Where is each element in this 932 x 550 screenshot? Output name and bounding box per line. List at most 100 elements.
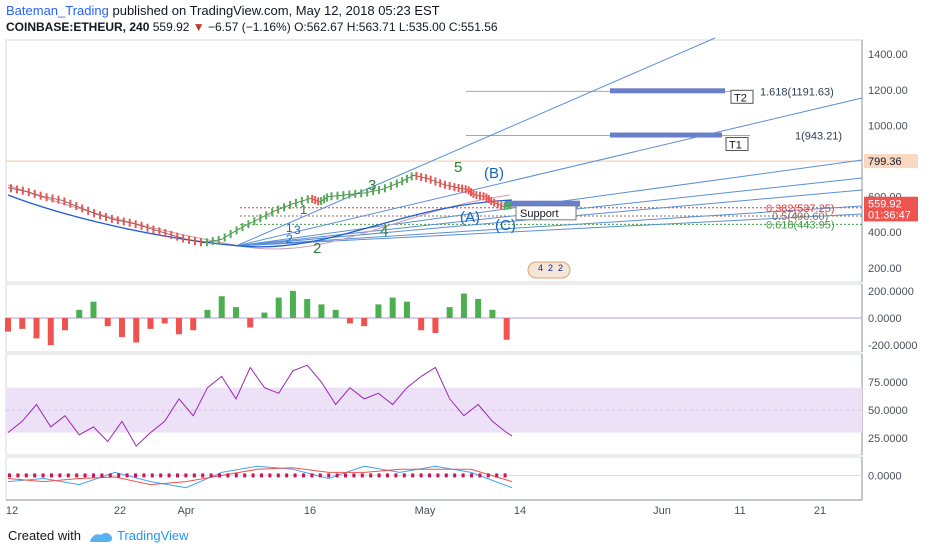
chart-canvas[interactable]: 12 22 Apr 16 May 14 Jun 11 211400.001200.001000.…	[0, 0, 932, 522]
histogram-bar	[261, 312, 268, 318]
price-candle	[320, 197, 323, 206]
price-candle	[490, 197, 493, 206]
oscillator-bar	[209, 473, 213, 478]
price-candle	[205, 238, 208, 247]
price-candle	[93, 209, 96, 218]
y-tick-label: 25.0000	[868, 433, 908, 445]
price-candle	[475, 191, 478, 200]
price-candle	[424, 174, 427, 183]
wave-label: 1	[286, 221, 293, 235]
histogram-bar	[275, 297, 282, 318]
target-label: T1	[729, 140, 742, 152]
time-tick-label: 14	[514, 505, 526, 517]
price-label: 01:36:47	[868, 209, 911, 221]
wave-label: 3	[294, 223, 301, 237]
price-candle	[401, 177, 404, 186]
histogram-bar	[61, 318, 68, 331]
price-candle	[182, 234, 185, 243]
histogram-bar	[289, 290, 296, 318]
histogram-bar	[403, 301, 410, 318]
wave-label: (A)	[460, 209, 480, 226]
histogram-bar	[232, 307, 239, 318]
oscillator-bar	[369, 473, 373, 478]
histogram-bar	[19, 318, 26, 329]
price-candle	[247, 220, 250, 229]
price-change: −6.57 (−1.16%)	[208, 20, 291, 34]
histogram-bar	[389, 297, 396, 318]
tradingview-brand[interactable]: TradingView	[117, 528, 189, 543]
price-candle	[9, 184, 12, 193]
oscillator-line	[7, 465, 513, 489]
price-candle	[464, 185, 467, 194]
oscillator-bar	[386, 473, 389, 478]
price-candle	[110, 214, 113, 223]
histogram-bar	[375, 304, 382, 318]
oscillator-bar	[260, 473, 263, 478]
oscillator-bar	[24, 473, 28, 478]
price-candle	[457, 183, 460, 192]
y-tick-label: 1200.00	[868, 85, 908, 97]
price-candle	[439, 179, 442, 188]
badge-number: 4	[538, 263, 543, 273]
price-candle	[51, 194, 54, 203]
price-candle	[311, 194, 314, 203]
price-candle	[158, 227, 161, 236]
y-tick-label: 1000.00	[868, 120, 908, 132]
price-candle	[170, 230, 173, 239]
price-candle	[193, 237, 196, 246]
histogram-bar	[147, 318, 154, 329]
badge-number: 2	[548, 263, 553, 273]
oscillator-bar	[142, 473, 146, 478]
oscillator-bar	[201, 473, 205, 478]
oscillator-bar	[436, 473, 440, 478]
price-label-bg	[864, 207, 918, 222]
price-candle	[15, 185, 18, 194]
histogram-bar	[361, 318, 368, 327]
target-box	[730, 89, 754, 104]
y-tick-label: 50.0000	[868, 405, 908, 417]
price-candle	[506, 201, 509, 210]
oscillator-bar	[83, 473, 87, 478]
price-candle	[503, 202, 506, 211]
y-tick-label: -200.0000	[868, 340, 918, 352]
wave-label: (B)	[484, 165, 504, 182]
histogram-bar	[304, 298, 311, 318]
price-candle	[389, 181, 392, 190]
price-candle	[323, 195, 326, 204]
price-candle	[448, 181, 451, 190]
price-candle	[176, 232, 179, 241]
price-label-bg	[864, 154, 918, 169]
tradingview-logo-icon	[89, 532, 113, 542]
fan-trendline	[235, 37, 716, 247]
histogram-bar	[432, 318, 439, 333]
time-tick-label: 12	[6, 505, 18, 517]
oscillator-bar	[226, 473, 230, 478]
price-candle	[271, 208, 274, 217]
publisher-link[interactable]: Bateman_Trading	[6, 3, 109, 18]
price-candle	[45, 193, 48, 202]
support-label: Support	[520, 208, 559, 220]
price-candle	[33, 189, 36, 198]
price-candle	[467, 186, 470, 195]
price-candle	[140, 221, 143, 230]
oscillator-bar	[352, 473, 356, 478]
oscillator-bar	[486, 473, 490, 478]
oscillator-bar	[58, 473, 62, 478]
price-candle	[472, 189, 475, 198]
slow-moving-average	[7, 184, 511, 250]
price-candle	[265, 211, 268, 220]
fast-moving-average	[7, 194, 513, 248]
time-tick-label: Jun	[653, 505, 671, 517]
oscillator-bar	[251, 473, 255, 478]
price-candle	[211, 237, 214, 246]
price-candle	[81, 204, 84, 213]
histogram-bar	[247, 318, 254, 328]
price-candle	[336, 191, 339, 200]
histogram-bar	[318, 304, 325, 318]
y-tick-label: 0.0000	[868, 470, 902, 482]
price-candle	[63, 197, 66, 206]
price-label-bg	[864, 196, 918, 211]
oscillator-bar	[192, 473, 196, 478]
price-candle	[128, 218, 131, 227]
price-candle	[482, 192, 485, 201]
